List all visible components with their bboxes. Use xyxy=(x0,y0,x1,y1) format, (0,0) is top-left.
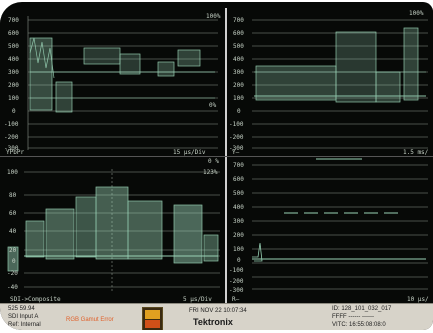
composite-waveform-graticule xyxy=(7,169,220,293)
vitc-readout: VITC: 16:55:08:08:0 xyxy=(332,322,386,328)
id-readout: ID: 128_101_032_017 xyxy=(332,306,392,312)
y-tick-700: 700 xyxy=(233,162,244,169)
y-tick-0: 0 xyxy=(237,257,241,264)
y-tick-100: 100 xyxy=(233,95,244,102)
y-tick-minus300: -300 xyxy=(4,145,19,152)
percent-100-label: 100% xyxy=(409,10,424,17)
percent-123-label: 123% xyxy=(203,169,218,176)
y-tick-0: 0 xyxy=(12,108,16,115)
y-tick-minus100: -100 xyxy=(229,267,244,274)
y-tick-40: 40 xyxy=(9,228,17,235)
y-tick-700: 700 xyxy=(233,17,244,24)
y-tick-400: 400 xyxy=(233,204,244,211)
y-tick-0: 0 xyxy=(237,108,241,115)
panel-bottom-right-red[interactable]: 700 600 500 400 300 200 100 0 -100 -200 … xyxy=(228,157,433,303)
sweep-label: 5 µs/Div xyxy=(183,296,212,303)
y-tick-minus100: -100 xyxy=(4,121,19,128)
sweep-label: 1.5 ms/ xyxy=(403,149,429,156)
mode-label: SDI->Composite xyxy=(10,296,61,303)
y-tick-500: 500 xyxy=(233,190,244,197)
y-tick-100: 100 xyxy=(7,169,18,176)
y-tick-80: 80 xyxy=(9,192,17,199)
y-tick-200: 200 xyxy=(233,232,244,239)
y-tick-400: 400 xyxy=(8,56,19,63)
y-tick-minus100: -100 xyxy=(229,121,244,128)
y-tick-minus300: -300 xyxy=(229,145,244,152)
y-tick-200: 200 xyxy=(8,82,19,89)
sweep-label: 15 µs/Div xyxy=(173,149,206,156)
y-tick-60: 60 xyxy=(9,210,17,217)
date-time-readout: FRI NOV 22 10:07:34 xyxy=(189,308,247,314)
sweep-label: 10 µs/ xyxy=(407,296,429,303)
mode-label: R— xyxy=(232,296,240,303)
y-tick-100: 100 xyxy=(8,95,19,102)
luma-waveform-graticule xyxy=(252,19,428,149)
vertical-divider xyxy=(225,8,227,303)
y-tick-400: 400 xyxy=(233,56,244,63)
ypbpr-waveform-graticule xyxy=(27,16,218,150)
percent-100-label: 100% xyxy=(206,13,221,20)
y-tick-600: 600 xyxy=(233,176,244,183)
panel-top-right-luma[interactable]: 700 600 500 400 300 200 100 0 -100 -200 … xyxy=(228,8,433,157)
format-readout: 525 59.94 xyxy=(8,306,35,312)
y-tick-minus200: -200 xyxy=(4,134,19,141)
percent-0-label: 0 % xyxy=(208,158,219,165)
red-waveform-graticule xyxy=(252,158,428,290)
ffff-readout: FFFF ------ ------ xyxy=(332,314,374,320)
gamut-error-alarm: RGB Gamut Error xyxy=(66,317,114,323)
y-tick-20: 20 xyxy=(9,247,17,254)
horizontal-divider xyxy=(0,156,433,157)
y-tick-200: 200 xyxy=(233,82,244,89)
y-tick-700: 700 xyxy=(8,17,19,24)
y-tick-500: 500 xyxy=(8,43,19,50)
y-tick-300: 300 xyxy=(233,218,244,225)
panel-bottom-left-composite[interactable]: 100 80 60 40 20 0 -20 -40 0 % 123% SDI->… xyxy=(0,157,224,303)
y-tick-300: 300 xyxy=(8,69,19,76)
y-tick-minus40: -40 xyxy=(7,284,18,291)
y-tick-300: 300 xyxy=(233,69,244,76)
y-tick-minus200: -200 xyxy=(229,134,244,141)
panel-top-left-ypbpr[interactable]: 700 600 500 400 300 200 100 0 -100 -200 … xyxy=(0,8,224,157)
reference-readout: Ref: Internal xyxy=(8,322,41,328)
y-tick-minus20: -20 xyxy=(7,270,18,277)
y-tick-100: 100 xyxy=(233,246,244,253)
status-bar: 525 59.94 SDI Input A Ref: Internal RGB … xyxy=(0,303,433,330)
y-tick-minus200: -200 xyxy=(229,278,244,285)
mode-label: Y— xyxy=(232,149,240,156)
y-tick-500: 500 xyxy=(233,43,244,50)
y-tick-600: 600 xyxy=(8,30,19,37)
alarm-status-icon[interactable] xyxy=(142,307,163,330)
y-tick-minus300: -300 xyxy=(229,287,244,294)
input-readout: SDI Input A xyxy=(8,314,39,320)
y-tick-600: 600 xyxy=(233,30,244,37)
mode-label: YPbPr xyxy=(6,149,25,156)
percent-0-label: 0% xyxy=(209,102,217,109)
tektronix-logo: Tektronix xyxy=(193,317,233,327)
y-tick-0: 0 xyxy=(12,258,16,265)
